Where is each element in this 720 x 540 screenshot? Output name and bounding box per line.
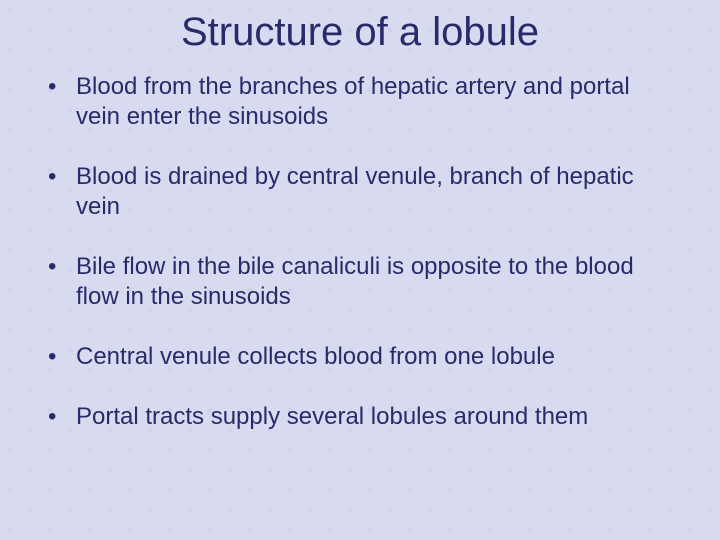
list-item: Blood is drained by central venule, bran…	[40, 162, 680, 222]
list-item: Portal tracts supply several lobules aro…	[40, 402, 680, 432]
list-item: Central venule collects blood from one l…	[40, 342, 680, 372]
bullet-list: Blood from the branches of hepatic arter…	[40, 72, 680, 432]
list-item: Blood from the branches of hepatic arter…	[40, 72, 680, 132]
slide-title: Structure of a lobule	[40, 10, 680, 54]
list-item: Bile flow in the bile canaliculi is oppo…	[40, 252, 680, 312]
slide: Structure of a lobule Blood from the bra…	[0, 0, 720, 540]
